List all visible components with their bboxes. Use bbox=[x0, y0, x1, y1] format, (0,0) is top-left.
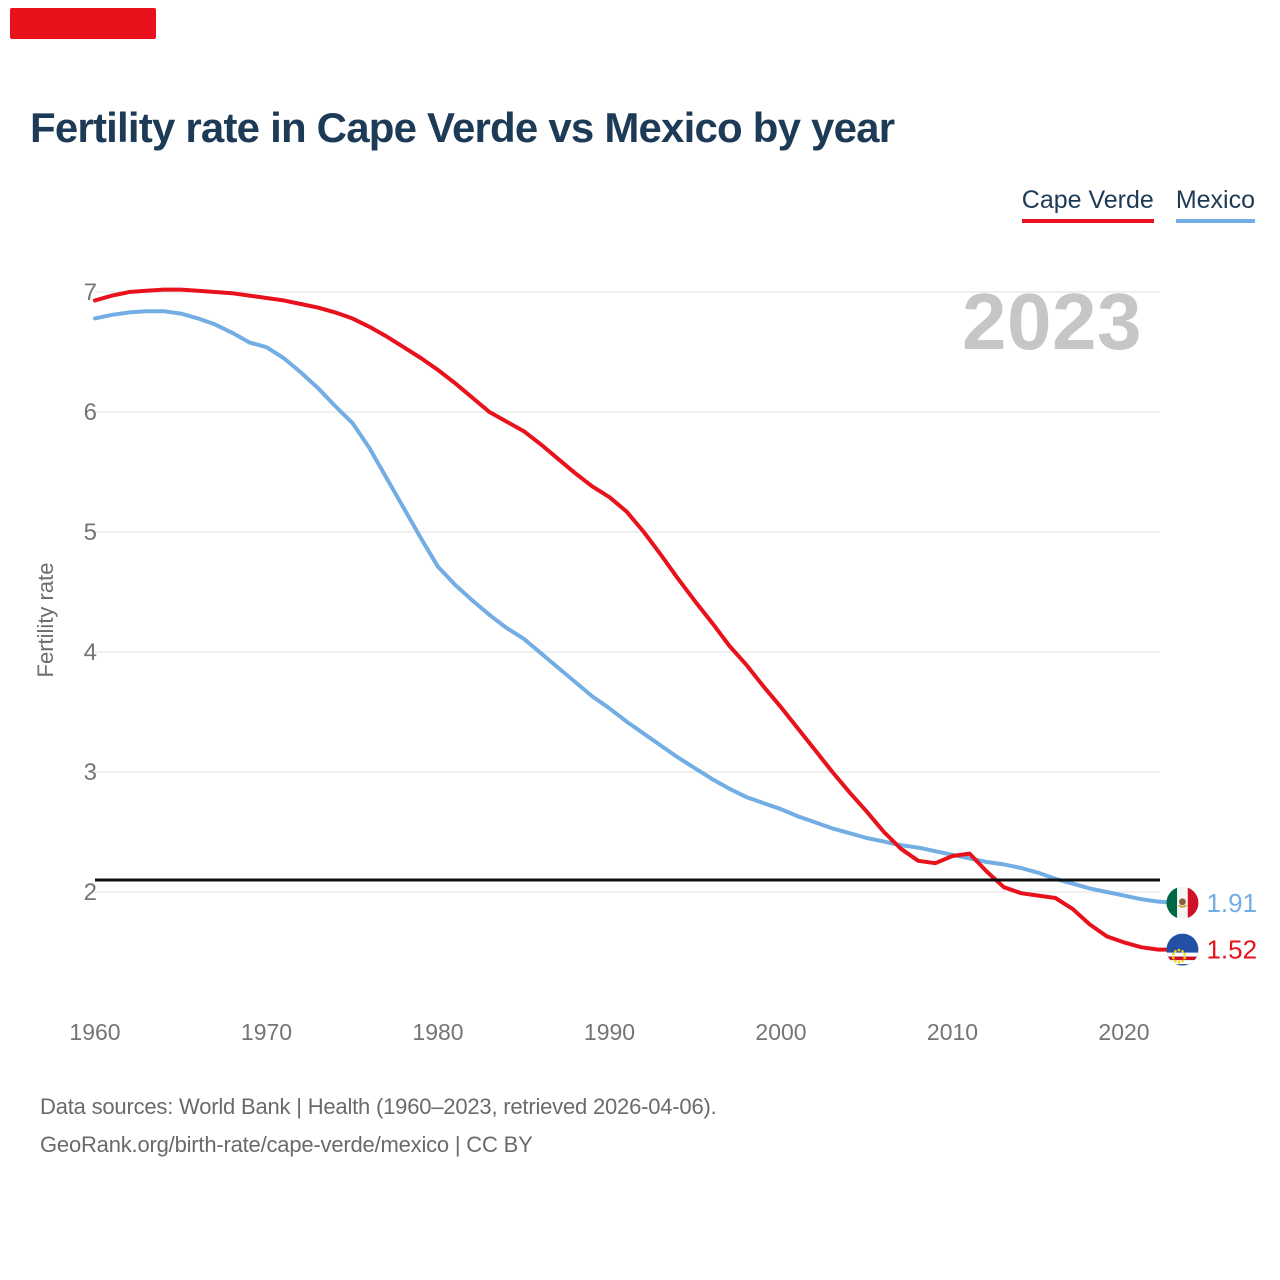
x-tick-label: 1960 bbox=[69, 1019, 120, 1045]
y-tick-label: 4 bbox=[84, 639, 97, 666]
legend-label-mexico: Mexico bbox=[1175, 186, 1255, 214]
y-tick-label: 6 bbox=[84, 399, 97, 426]
cape-verde-flag-icon bbox=[1166, 933, 1199, 966]
cape-verde-value-label: 1.52 bbox=[1206, 935, 1257, 965]
x-tick-label: 1980 bbox=[412, 1019, 463, 1045]
legend: Cape Verde Mexico bbox=[1021, 186, 1255, 223]
x-tick-label: 1990 bbox=[584, 1019, 635, 1045]
mexico-value-label: 1.91 bbox=[1206, 888, 1257, 918]
brand-logo[interactable] bbox=[10, 8, 156, 39]
footer: Data sources: World Bank | Health (1960–… bbox=[40, 1088, 717, 1164]
footer-attribution: GeoRank.org/birth-rate/cape-verde/mexico… bbox=[40, 1132, 533, 1157]
x-tick-label: 2010 bbox=[927, 1019, 978, 1045]
x-tick-label: 2020 bbox=[1098, 1019, 1149, 1045]
y-tick-label: 5 bbox=[84, 519, 97, 546]
legend-label-cape-verde: Cape Verde bbox=[1021, 186, 1154, 214]
legend-underline-mexico bbox=[1175, 219, 1255, 223]
mexico-flag-icon bbox=[1166, 886, 1199, 919]
legend-item-mexico[interactable]: Mexico bbox=[1175, 186, 1255, 223]
x-tick-label: 1970 bbox=[241, 1019, 292, 1045]
y-tick-label: 3 bbox=[84, 759, 97, 786]
y-tick-label: 2 bbox=[84, 879, 97, 906]
cape-verde-line bbox=[93, 287, 1178, 952]
legend-item-cape-verde[interactable]: Cape Verde bbox=[1021, 186, 1154, 223]
legend-underline-cape-verde bbox=[1021, 219, 1154, 223]
footer-sources: Data sources: World Bank | Health (1960–… bbox=[40, 1094, 717, 1119]
x-tick-label: 2000 bbox=[755, 1019, 806, 1045]
page-title: Fertility rate in Cape Verde vs Mexico b… bbox=[30, 104, 895, 151]
mexico-line bbox=[93, 309, 1178, 905]
